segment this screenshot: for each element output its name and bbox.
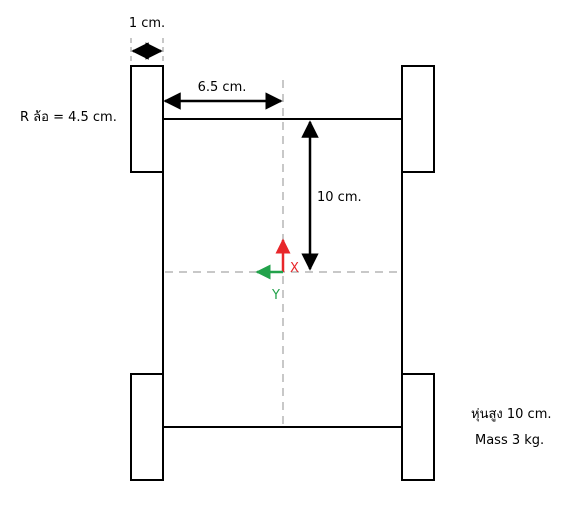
mass-label: Mass 3 kg. bbox=[475, 433, 544, 448]
x-axis-label: X bbox=[290, 261, 299, 276]
robot-height-label: หุ่นสูง 10 cm. bbox=[471, 407, 552, 422]
y-axis-label: Y bbox=[271, 288, 280, 303]
half-wheelbase-label: 10 cm. bbox=[317, 190, 362, 205]
wheel-front-right bbox=[401, 65, 435, 173]
wheel-front-left bbox=[130, 65, 164, 173]
wheel-rear-right bbox=[401, 373, 435, 481]
wheel-rear-left bbox=[130, 373, 164, 481]
half-track-label: 6.5 cm. bbox=[198, 80, 247, 95]
wheel-radius-label: R ล้อ = 4.5 cm. bbox=[20, 110, 117, 125]
wheel-width-label: 1 cm. bbox=[129, 16, 165, 31]
